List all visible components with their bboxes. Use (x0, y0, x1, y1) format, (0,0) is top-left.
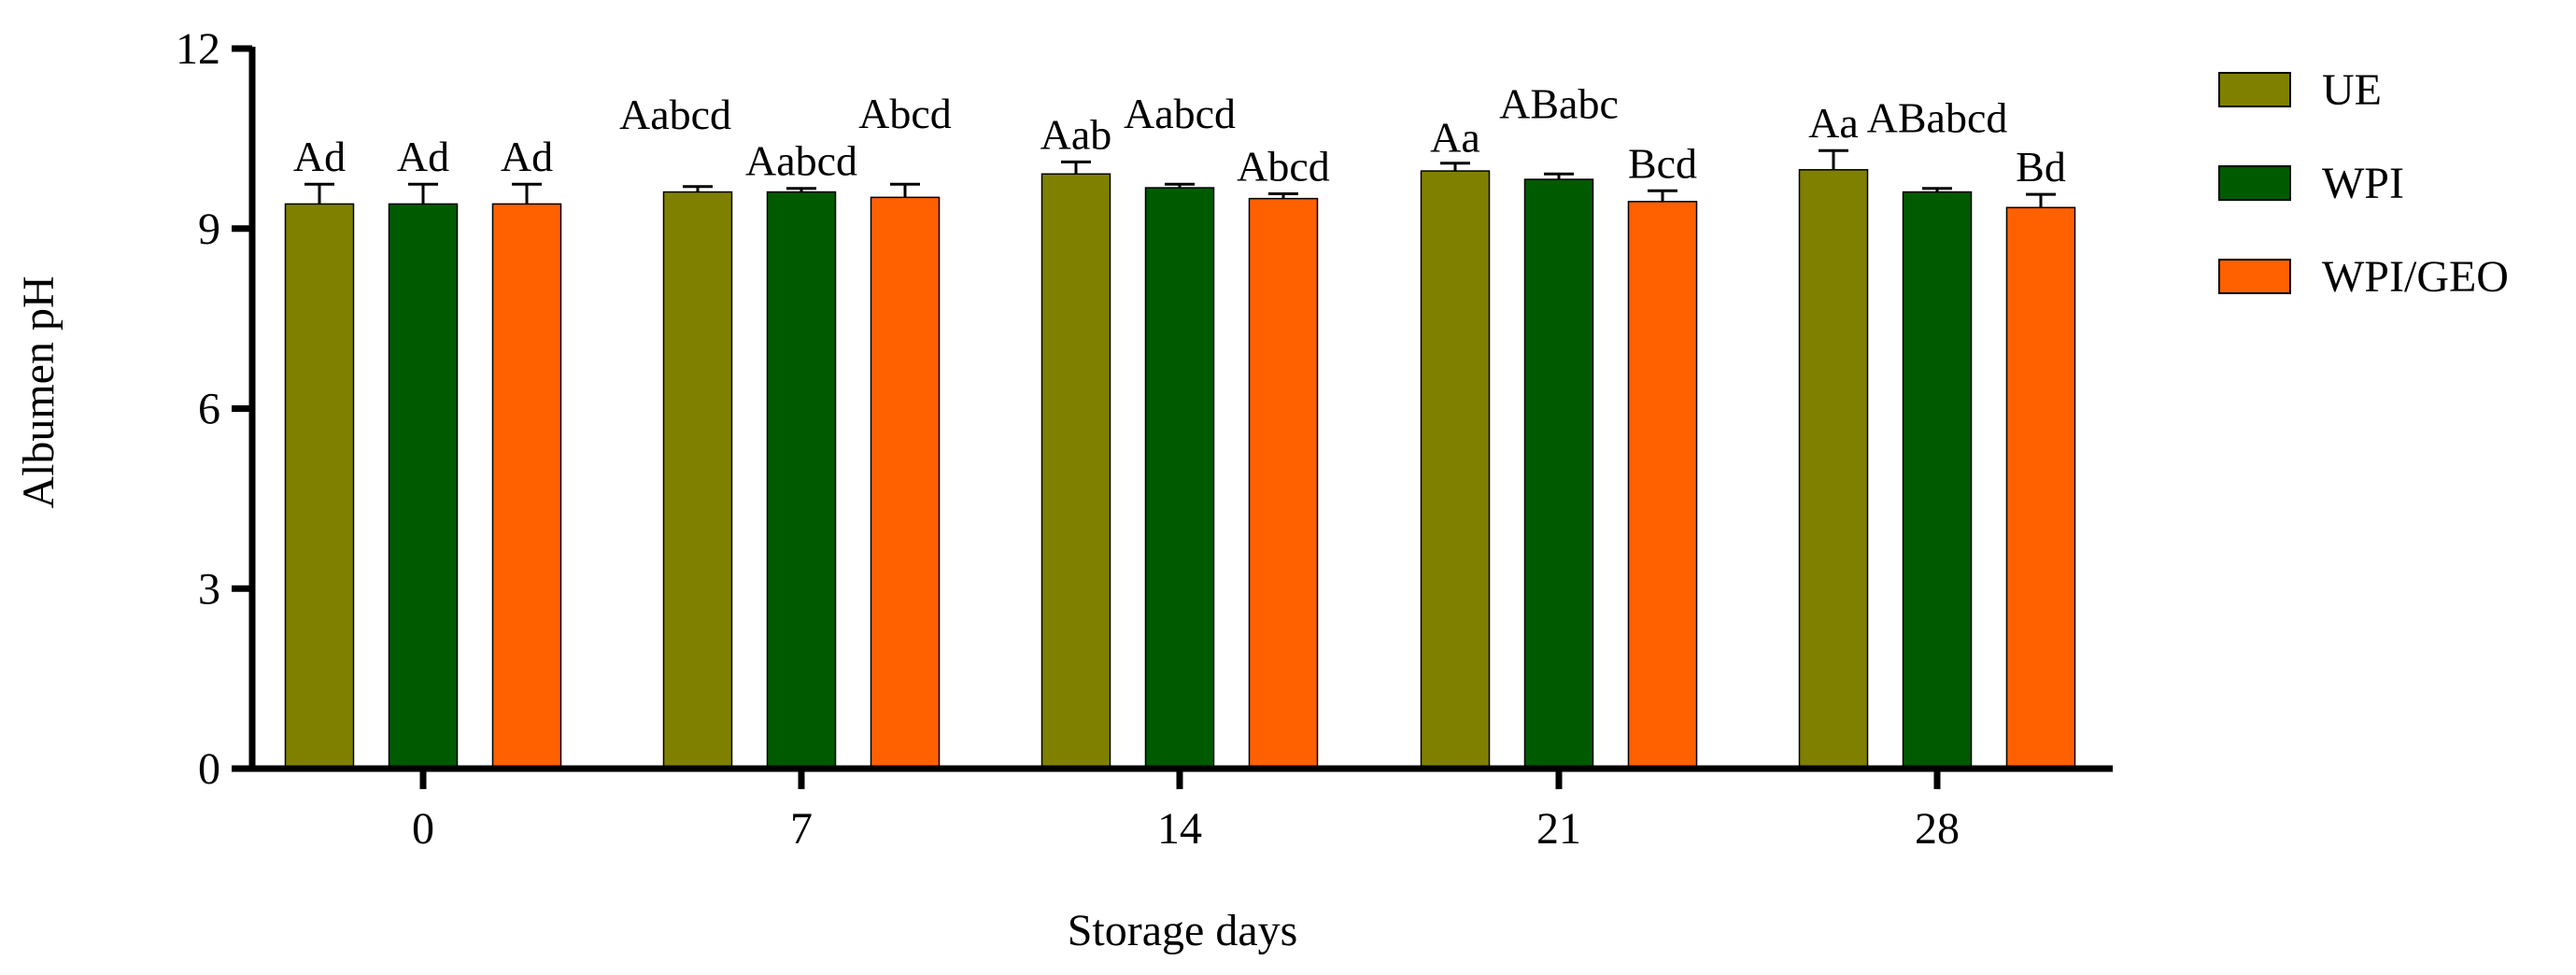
significance-label: Aabcd (619, 91, 731, 138)
significance-label: Aabcd (745, 137, 857, 185)
bar-wpi-geo-day-14 (1248, 197, 1319, 770)
legend-swatch (2218, 72, 2291, 107)
legend-swatch (2218, 259, 2291, 294)
y-tick-label: 6 (198, 385, 220, 434)
significance-label: Abcd (1237, 142, 1330, 190)
bar-wpi-day-28 (1902, 191, 1973, 770)
significance-label: Bcd (1628, 139, 1697, 187)
y-tick-label: 9 (198, 205, 220, 254)
legend-label: WPI (2322, 159, 2404, 208)
significance-label: Aa (1430, 114, 1480, 162)
bar-ue-day-7 (662, 191, 733, 770)
error-bars-layer (304, 148, 2056, 208)
bar-wpi-geo-day-21 (1627, 201, 1698, 770)
x-axis-title: Storage days (1068, 906, 1298, 955)
significance-label: Aab (1040, 110, 1112, 158)
x-tick-label: 7 (790, 804, 813, 854)
bar-wpi-day-14 (1144, 187, 1215, 770)
significance-labels-layer: Ad Aabcd Aab Aa Aa Ad Aabcd Aabcd ABabc ABabcd Ad A… (293, 79, 2066, 191)
significance-label: ABabc (1499, 79, 1619, 127)
significance-label: Aabcd (1124, 90, 1236, 137)
bar-wpi-geo-day-28 (2005, 206, 2076, 770)
bar-wpi-day-21 (1523, 178, 1594, 770)
significance-label: ABabcd (1867, 94, 2008, 142)
significance-label: Abcd (858, 90, 952, 137)
legend-label: WPI/GEO (2322, 252, 2509, 302)
y-axis-title: Albumen pH (14, 276, 64, 508)
x-tick-label: 28 (1915, 804, 1960, 854)
legend-swatch (2218, 165, 2291, 201)
bar-ue-day-21 (1420, 170, 1491, 770)
bar-wpi-geo-day-7 (870, 196, 941, 770)
legend-item: UE (2218, 65, 2382, 115)
y-tick-label: 12 (176, 24, 220, 74)
significance-label: Ad (501, 133, 553, 180)
significance-label: Ad (293, 133, 346, 180)
legend-label: UE (2322, 65, 2382, 115)
bar-wpi-day-0 (388, 203, 459, 770)
bar-wpi-geo-day-0 (491, 203, 562, 770)
axes-layer: 0 3 6 9 12 0 7 14 21 28 (176, 24, 2113, 854)
bar-wpi-day-7 (766, 191, 837, 770)
significance-label: Bd (2016, 143, 2066, 191)
bar-ue-day-0 (284, 203, 355, 770)
x-tick-label: 0 (412, 804, 434, 854)
y-tick-label: 0 (198, 744, 220, 794)
legend: UE WPI WPI/GEO (2218, 65, 2509, 302)
x-tick-label: 21 (1536, 804, 1581, 854)
bar-ue-day-14 (1040, 173, 1111, 770)
legend-item: WPI (2218, 159, 2404, 208)
x-tick-label: 14 (1157, 804, 1202, 854)
bar-ue-day-28 (1798, 169, 1869, 770)
legend-item: WPI/GEO (2218, 252, 2509, 302)
significance-label: Aa (1808, 99, 1859, 147)
y-tick-label: 3 (198, 564, 220, 614)
significance-label: Ad (397, 133, 449, 180)
bars-layer (284, 169, 2076, 770)
